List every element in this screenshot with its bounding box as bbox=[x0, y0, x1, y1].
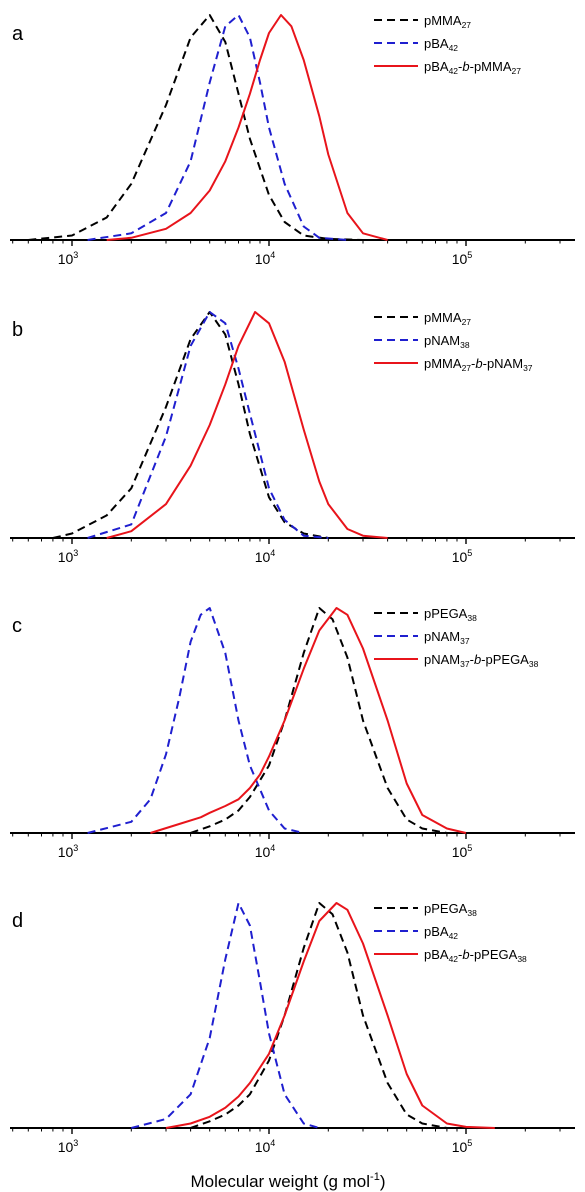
series-line bbox=[165, 902, 495, 1129]
panel-letter: c bbox=[12, 615, 22, 637]
series-line bbox=[150, 607, 467, 834]
legend-label: pBA42 bbox=[424, 36, 458, 53]
legend-label: pBA42-b-pPEGA38 bbox=[424, 947, 527, 964]
panel-b: b 103 104 105 pMMA27 pNAM38 pMMA27-b-pNAM37 bbox=[10, 310, 575, 565]
series-line bbox=[106, 311, 388, 539]
legend-label: pPEGA38 bbox=[424, 901, 477, 918]
series-line bbox=[28, 14, 364, 241]
x-tick-label: 105 bbox=[452, 843, 473, 860]
legend-label: pNAM38 bbox=[424, 333, 470, 350]
series-line bbox=[106, 14, 388, 241]
x-tick-label: 104 bbox=[255, 250, 276, 267]
x-tick-label: 103 bbox=[58, 1138, 79, 1155]
legend-label: pBA42-b-pMMA27 bbox=[424, 59, 521, 76]
x-tick-label: 104 bbox=[255, 548, 276, 565]
series-line bbox=[131, 902, 320, 1129]
panel-letter: b bbox=[12, 319, 23, 341]
series-line bbox=[190, 902, 448, 1129]
x-tick-label: 104 bbox=[255, 843, 276, 860]
series-line bbox=[190, 607, 448, 834]
series-line bbox=[87, 607, 304, 834]
series-line bbox=[87, 14, 348, 241]
panel-letter: d bbox=[12, 910, 23, 932]
legend-label: pNAM37 bbox=[424, 629, 470, 646]
x-tick-label: 103 bbox=[58, 548, 79, 565]
legend-label: pMMA27 bbox=[424, 310, 471, 327]
x-tick-label: 105 bbox=[452, 250, 473, 267]
legend-label: pMMA27 bbox=[424, 13, 471, 30]
x-tick-label: 105 bbox=[452, 548, 473, 565]
series-line bbox=[87, 311, 329, 539]
panel-letter: a bbox=[12, 23, 24, 45]
panel-d: d 103 104 105 pPEGA38 pBA42 pBA42-b-pPEGA38 bbox=[10, 901, 575, 1155]
x-tick-label: 104 bbox=[255, 1138, 276, 1155]
panel-a: a 103 104 105 pMMA27 pBA42 pBA42-b-pMMA27 bbox=[10, 13, 575, 267]
panel-c: c 103 104 105 pPEGA38 pNAM37 pNAM37-b-pPEGA38 bbox=[10, 606, 575, 860]
legend-label: pMMA27-b-pNAM37 bbox=[424, 356, 533, 373]
series-line bbox=[52, 311, 329, 539]
legend-label: pBA42 bbox=[424, 924, 458, 941]
x-tick-label: 105 bbox=[452, 1138, 473, 1155]
x-tick-label: 103 bbox=[58, 843, 79, 860]
x-axis-title: Molecular weight (g mol-1) bbox=[191, 1171, 386, 1191]
x-tick-label: 103 bbox=[58, 250, 79, 267]
legend-label: pPEGA38 bbox=[424, 606, 477, 623]
legend-label: pNAM37-b-pPEGA38 bbox=[424, 652, 539, 669]
